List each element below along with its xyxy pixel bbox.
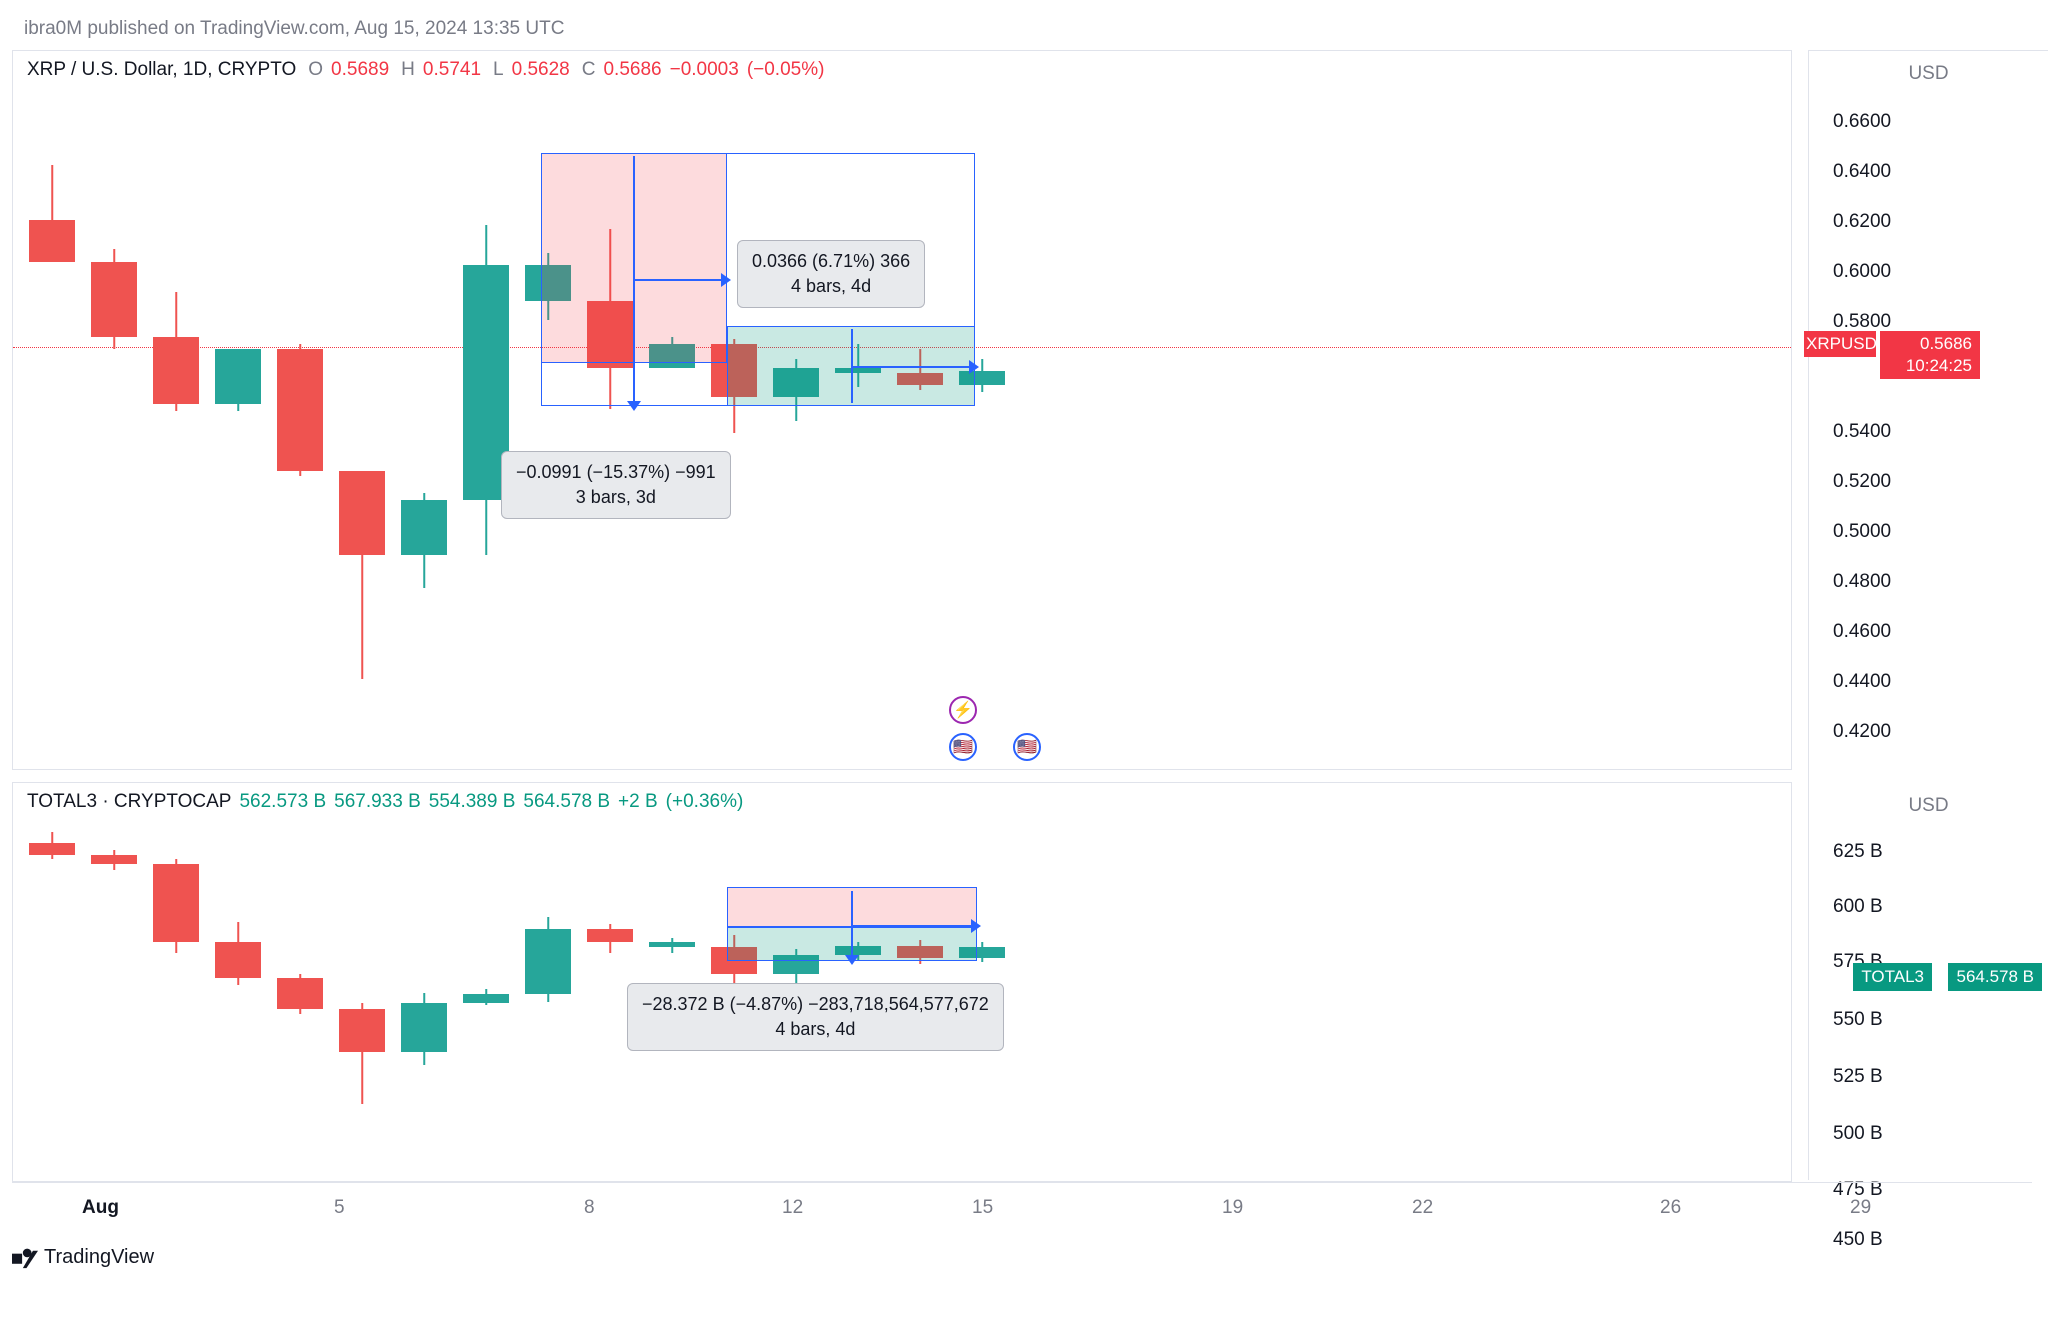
x-label: Aug [82, 1197, 119, 1219]
p2-v1: 567.933 B [334, 791, 421, 813]
candle-body [215, 349, 261, 404]
tradingview-logo: TradingView [12, 1246, 154, 1269]
chg-val: −0.0003 [670, 59, 739, 81]
y-label: 0.4600 [1833, 621, 1891, 643]
candle-body [29, 220, 75, 262]
y-label: 0.6600 [1833, 111, 1891, 133]
chart-pane-xrpusd[interactable]: XRP / U.S. Dollar, 1D, CRYPTO O0.5689 H0… [12, 50, 1792, 770]
publish-header: ibra0M published on TradingView.com, Aug… [24, 18, 564, 40]
y-label: 0.6400 [1833, 161, 1891, 183]
c-label: C [582, 59, 596, 81]
candle-body [277, 349, 323, 471]
footer-text: TradingView [44, 1246, 154, 1269]
arrow-head-icon [721, 273, 731, 287]
candle-body [91, 855, 137, 864]
measure-vertical-line-1 [633, 156, 635, 406]
arrow-head-down-icon [845, 955, 859, 965]
y-label: 0.5000 [1833, 521, 1891, 543]
x-label: 29 [1850, 1197, 1871, 1219]
price-tag-xrp-sym: XRPUSD [1804, 331, 1876, 357]
y-label: 0.5800 [1833, 311, 1891, 333]
arrow-head-icon [971, 919, 981, 933]
l-val: 0.5628 [512, 59, 570, 81]
y-label: 600 B [1833, 896, 1883, 918]
y-label: 0.4200 [1833, 721, 1891, 743]
x-label: 22 [1412, 1197, 1433, 1219]
pane2-symbol: TOTAL3 · CRYPTOCAP [27, 791, 231, 813]
price-tag-total3-val: 564.578 B [1948, 963, 2042, 991]
pane1-legend: XRP / U.S. Dollar, 1D, CRYPTO O0.5689 H0… [27, 59, 824, 81]
tv-logo-icon [12, 1247, 38, 1269]
y-label: 0.6000 [1833, 261, 1891, 283]
l-label: L [493, 59, 504, 81]
p2-v3: 564.578 B [523, 791, 610, 813]
candle-body [401, 500, 447, 555]
h-val: 0.5741 [423, 59, 481, 81]
y-label: 0.5400 [1833, 421, 1891, 443]
y-currency-top: USD [1908, 63, 1948, 85]
h-label: H [401, 59, 415, 81]
measure-horizontal-arrow-1 [633, 279, 725, 281]
chart-pane-total3[interactable]: TOTAL3 · CRYPTOCAP 562.573 B 567.933 B 5… [12, 782, 1792, 1182]
candle-body [91, 262, 137, 337]
c-val: 0.5686 [603, 59, 661, 81]
y-label: 550 B [1833, 1009, 1883, 1031]
candle-body [463, 994, 509, 1003]
chg-pct: (−0.05%) [747, 59, 825, 81]
p2-v0: 562.573 B [239, 791, 326, 813]
arrow-head-down-icon [627, 401, 641, 411]
y-label: 0.4800 [1833, 571, 1891, 593]
o-val: 0.5689 [331, 59, 389, 81]
x-label: 19 [1222, 1197, 1243, 1219]
y-label: 625 B [1833, 841, 1883, 863]
measure-horizontal-arrow-3 [851, 925, 975, 927]
candle-body [649, 942, 695, 947]
x-label: 12 [782, 1197, 803, 1219]
y-label: 0.6200 [1833, 211, 1891, 233]
candle-body [339, 471, 385, 555]
candle-body [29, 843, 75, 856]
y-label: 0.5200 [1833, 471, 1891, 493]
candle-body [215, 942, 261, 978]
candle-body [401, 1003, 447, 1052]
y-label: 525 B [1833, 1066, 1883, 1088]
measure-bubble-up[interactable]: 0.0366 (6.71%) 3664 bars, 4d [737, 240, 925, 308]
event-flag-icon-2[interactable]: 🇺🇸 [1013, 733, 1041, 761]
p2-v4: +2 B [618, 791, 658, 813]
candle-body [525, 929, 571, 994]
measure-horizontal-arrow-2 [851, 366, 973, 368]
measure-bubble-2[interactable]: −28.372 B (−4.87%) −283,718,564,577,6724… [627, 983, 1004, 1051]
x-axis: Aug 5 8 12 15 19 22 26 29 [12, 1182, 2032, 1232]
y-axis: USD 0.6600 0.6400 0.6200 0.6000 0.5800 0.5400… [1808, 50, 2048, 1180]
x-label: 15 [972, 1197, 993, 1219]
y-label: 450 B [1833, 1229, 1883, 1251]
pane1-symbol: XRP / U.S. Dollar, 1D, CRYPTO [27, 59, 296, 81]
x-label: 26 [1660, 1197, 1681, 1219]
candle-body [587, 929, 633, 942]
o-label: O [308, 59, 323, 81]
p2-v2: 554.389 B [429, 791, 516, 813]
y-currency-bottom: USD [1908, 795, 1948, 817]
y-label: 0.4400 [1833, 671, 1891, 693]
price-tag-xrp: 0.568610:24:25 [1880, 331, 1980, 379]
candle-body [153, 864, 199, 942]
price-tag-total3-name: TOTAL3 [1853, 963, 1932, 991]
candle-body [339, 1009, 385, 1052]
measure-bubble-down[interactable]: −0.0991 (−15.37%) −9913 bars, 3d [501, 451, 731, 519]
x-label: 8 [584, 1197, 595, 1219]
y-label: 500 B [1833, 1123, 1883, 1145]
x-label: 5 [334, 1197, 345, 1219]
event-lightning-icon[interactable]: ⚡ [949, 696, 977, 724]
event-flag-icon-1[interactable]: 🇺🇸 [949, 733, 977, 761]
candle-body [153, 337, 199, 404]
pane2-legend: TOTAL3 · CRYPTOCAP 562.573 B 567.933 B 5… [27, 791, 743, 813]
candle-body [277, 978, 323, 1009]
p2-v5: (+0.36%) [666, 791, 744, 813]
arrow-head-icon [969, 360, 979, 374]
